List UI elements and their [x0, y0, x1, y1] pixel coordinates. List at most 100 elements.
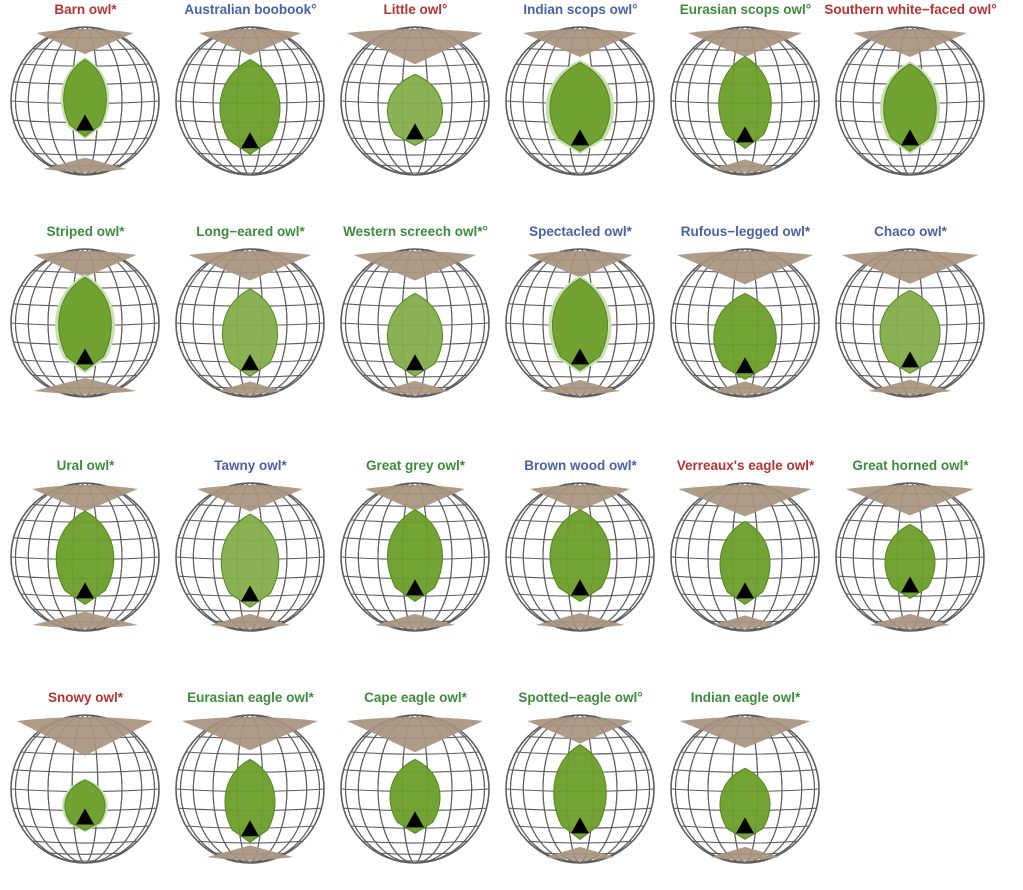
owl-species-title: Brown wood owl* [524, 458, 637, 473]
parallel-line [32, 152, 138, 156]
owl-species-title: Tawny owl* [214, 458, 287, 473]
sphere-outline [10, 248, 160, 398]
parallel-line [212, 164, 288, 167]
visual-field-globe [670, 482, 820, 632]
visual-field-globe [340, 714, 490, 864]
sphere-outline [835, 26, 985, 176]
bill-shadow-top [181, 717, 319, 751]
bill-shadow-top [16, 717, 154, 756]
owl-species-title: Verreaux's eagle owl* [676, 458, 815, 473]
binocular-field [224, 758, 276, 843]
bill-shadow-top [688, 29, 802, 57]
visual-field-globe [175, 482, 325, 632]
visual-field-globe [505, 714, 655, 864]
parallel-line [362, 152, 468, 156]
binocular-field [55, 510, 115, 605]
binocular-field [884, 523, 936, 600]
owl-panel: Great grey owl* [333, 458, 498, 658]
visual-field-globe [340, 26, 490, 176]
owl-panel: Tawny owl* [168, 458, 333, 658]
parallel-line [197, 374, 303, 378]
bill-shadow-bottom [535, 613, 625, 628]
parallel-line [197, 152, 303, 156]
bill-shadow-top [32, 485, 138, 512]
owl-species-title: Australian boobook° [184, 2, 317, 17]
owl-species-title: Indian scops owl° [523, 2, 638, 17]
parallel-line [185, 751, 315, 755]
bill-shadow-bottom [380, 380, 450, 394]
parallel-line [872, 164, 948, 167]
owl-panel: Verreaux's eagle owl* [663, 458, 828, 658]
bill-direction-triangle [901, 129, 919, 146]
bill-shadow-top [679, 717, 811, 748]
owl-species-title: Southern white−faced owl° [824, 2, 997, 17]
parallel-line [692, 608, 798, 612]
visual-field-globe [505, 482, 655, 632]
owl-panel: Southern white−faced owl° [824, 2, 997, 202]
binocular-field [64, 779, 106, 832]
bill-shadow-top [678, 485, 812, 517]
sphere-outline [670, 26, 820, 176]
bill-shadow-bottom [539, 379, 621, 394]
bill-shadow-top [198, 29, 302, 56]
parallel-line [680, 751, 810, 755]
owl-panel: Great horned owl* [828, 458, 993, 658]
binocular-field [718, 56, 772, 149]
bill-shadow-bottom [32, 611, 138, 628]
sphere-outline [340, 248, 490, 398]
visual-field-globe [175, 26, 325, 176]
owl-panel: Australian boobook° [168, 2, 333, 202]
visual-field-globe [835, 26, 985, 176]
bill-direction-triangle [571, 348, 589, 365]
visual-field-globe [10, 26, 160, 176]
bill-direction-triangle [571, 129, 589, 146]
bill-shadow-top [33, 251, 137, 278]
bill-shadow-bottom [33, 377, 137, 394]
bill-shadow-bottom [374, 613, 456, 628]
bill-shadow-top [36, 29, 134, 55]
bill-shadow-bottom [207, 845, 293, 860]
owl-species-title: Little owl° [383, 2, 448, 17]
owl-species-title: Cape eagle owl* [364, 690, 467, 705]
parallel-line [377, 164, 453, 167]
parallel-line [350, 63, 480, 67]
bill-direction-triangle [736, 126, 754, 143]
parallel-line [362, 840, 468, 844]
binocular-field [389, 758, 441, 834]
owl-panel: Eurasian scops owl° [663, 2, 828, 202]
sphere-grid [505, 714, 655, 864]
owl-panel: Chaco owl* [828, 224, 993, 424]
sphere-outline [10, 714, 160, 864]
visual-field-globe [835, 482, 985, 632]
bill-direction-triangle [901, 351, 919, 368]
binocular-field [719, 767, 771, 840]
owl-panel: Spotted−eagle owl° [498, 690, 663, 890]
owl-species-title: Snowy owl* [47, 690, 123, 705]
sphere-outline [175, 714, 325, 864]
sphere-outline [10, 482, 160, 632]
visual-field-globe [670, 714, 820, 864]
parallel-line [377, 852, 453, 855]
bill-shadow-top [365, 485, 465, 511]
owl-species-title: Eurasian eagle owl* [187, 690, 314, 705]
bill-direction-triangle [571, 817, 589, 834]
parallel-line [362, 608, 468, 612]
owl-panel: Western screech owl*° [333, 224, 498, 424]
sphere-outline [670, 248, 820, 398]
visual-field-globe [835, 248, 985, 398]
bill-shadow-top [346, 717, 484, 753]
bill-shadow-bottom [218, 381, 282, 394]
bill-direction-triangle [76, 808, 94, 825]
visual-field-globe [340, 482, 490, 632]
parallel-line [185, 285, 315, 289]
bill-shadow-top [188, 251, 312, 281]
sphere-outline [505, 714, 655, 864]
binocular-field [219, 58, 281, 155]
bill-direction-triangle [406, 811, 424, 828]
parallel-line [527, 840, 633, 844]
bill-shadow-bottom [545, 846, 615, 860]
bill-shadow-bottom [868, 379, 952, 394]
binocular-field [549, 61, 611, 152]
binocular-field [883, 63, 937, 152]
parallel-line [32, 374, 138, 378]
